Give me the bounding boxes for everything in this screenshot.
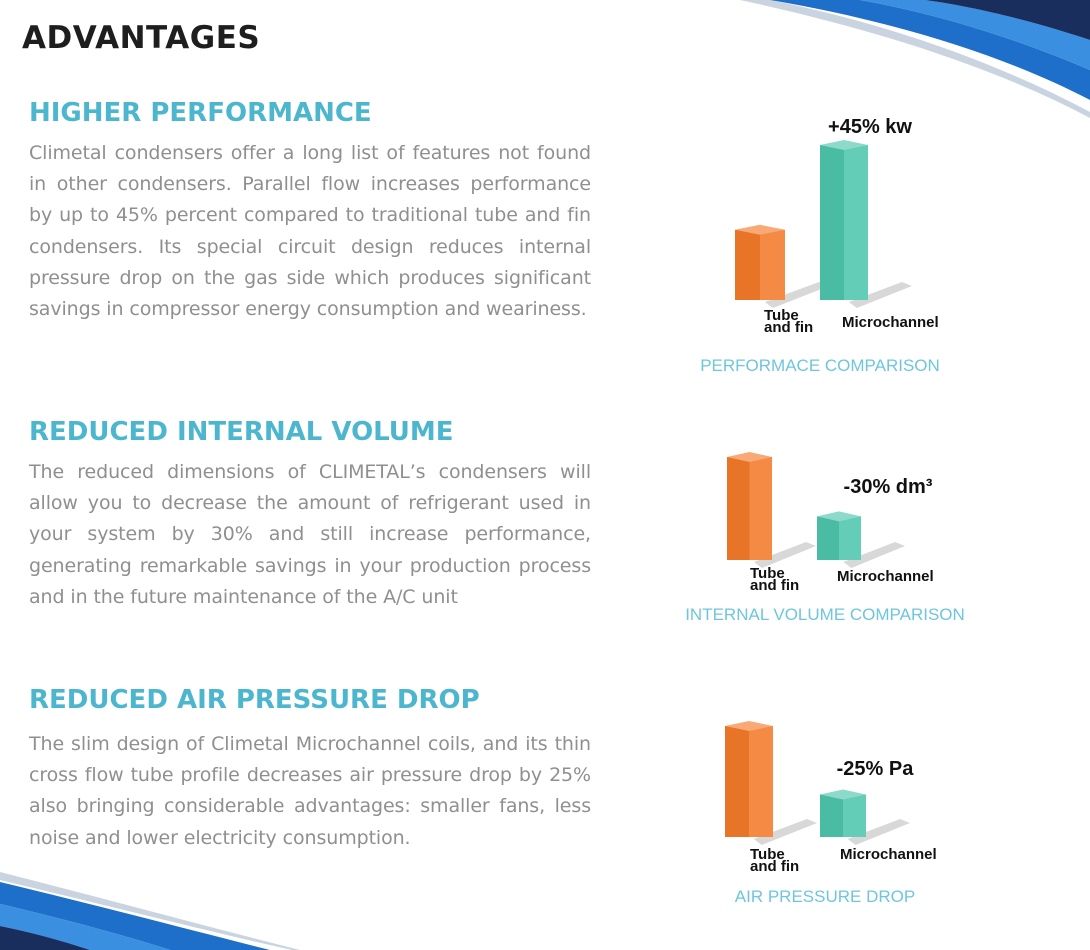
section-title-higher-performance: HIGHER PERFORMANCE: [29, 98, 372, 128]
category-label-tube-and-fin: Tube and fin: [764, 307, 813, 336]
chart-annotation: -30% dm³: [844, 476, 933, 498]
bar-tube-and-fin: [725, 721, 817, 845]
bar-tube-and-fin: [735, 224, 829, 308]
chart-annotation: +45% kw: [828, 116, 912, 138]
section-body-reduced-air-pressure-drop: The slim design of Climetal Microchannel…: [29, 733, 591, 849]
chart-caption: PERFORMACE COMPARISON: [700, 356, 940, 375]
category-label-tube-and-fin: Tube and fin: [750, 846, 799, 875]
category-label-microchannel: Microchannel: [842, 314, 939, 331]
category-label-microchannel: Microchannel: [840, 846, 937, 863]
chart-caption: INTERNAL VOLUME COMPARISON: [685, 605, 965, 624]
chart-caption: AIR PRESSURE DROP: [735, 887, 915, 906]
top-right-swoosh-decoration: [740, 0, 1090, 118]
bar-microchannel: [817, 511, 905, 568]
bottom-left-swoosh-decoration: [0, 872, 300, 950]
bar-microchannel: [820, 140, 912, 308]
section-title-reduced-internal-volume: REDUCED INTERNAL VOLUME: [29, 417, 454, 447]
bar-microchannel: [820, 789, 910, 845]
chart-annotation: -25% Pa: [837, 758, 915, 780]
bar-tube-and-fin: [727, 452, 816, 568]
air-pressure-drop-chart: Tube and fin Microchannel -25% Pa AIR PRESSU…: [725, 721, 937, 906]
section-body-higher-performance: Climetal condensers offer a long list of…: [29, 142, 591, 321]
section-title-reduced-air-pressure-drop: REDUCED AIR PRESSURE DROP: [29, 685, 480, 715]
category-label-microchannel: Microchannel: [837, 568, 934, 585]
section-body-reduced-internal-volume: The reduced dimensions of CLIMETAL’s con…: [29, 461, 591, 608]
internal-volume-comparison-chart: Tube and fin Microchannel -30% dm³ INTERNAL …: [685, 452, 965, 624]
performance-comparison-chart: Tube and fin Microchannel +45% kw PERFORMACE…: [700, 116, 940, 375]
category-label-tube-and-fin: Tube and fin: [750, 565, 799, 594]
page-title: ADVANTAGES: [22, 20, 261, 56]
